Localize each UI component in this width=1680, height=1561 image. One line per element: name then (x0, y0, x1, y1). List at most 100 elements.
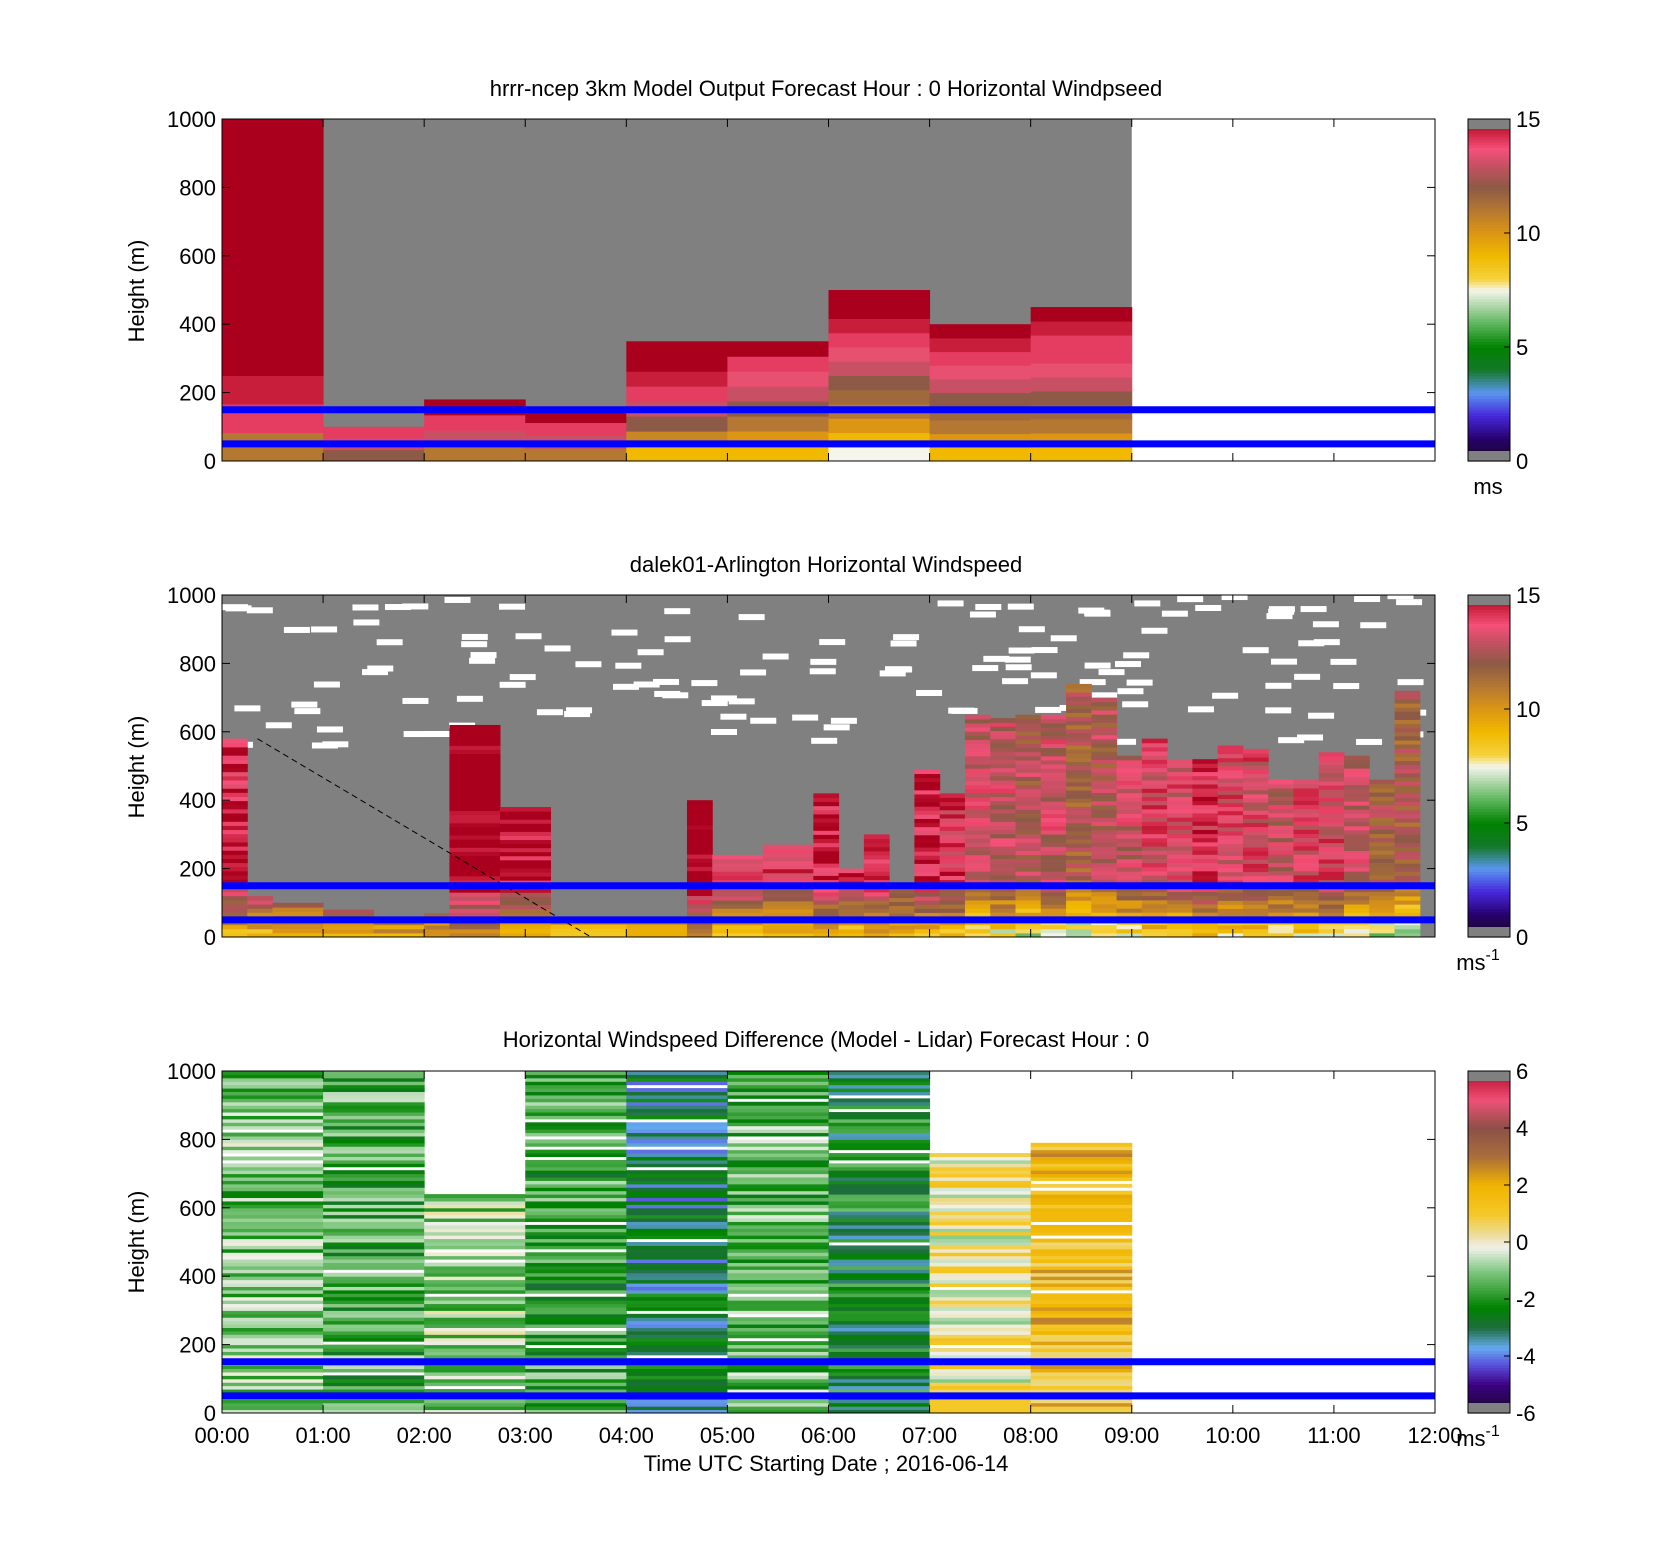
heatmap-cell (525, 1098, 627, 1103)
heatmap-cell (1344, 801, 1370, 806)
heatmap-cell (424, 1269, 526, 1274)
heatmap-cell (929, 1221, 1032, 1226)
colorbar-swatch (1468, 649, 1510, 653)
colorbar-swatch (1468, 1381, 1510, 1386)
heatmap-cell (686, 862, 713, 868)
heatmap-cell (222, 176, 324, 205)
heatmap-cell (1030, 1272, 1133, 1277)
plot-area (221, 118, 1436, 462)
heatmap-cell (1394, 846, 1421, 852)
colorbar-swatch (1468, 338, 1510, 342)
colorbar-swatch (1468, 703, 1510, 707)
heatmap-cell (939, 895, 966, 901)
heatmap-cell (1293, 912, 1320, 917)
heatmap-cell (626, 1224, 728, 1229)
heatmap-cell (1369, 903, 1396, 909)
gap-cell (1212, 692, 1239, 699)
heatmap-cell (1040, 722, 1067, 728)
heatmap-cell (1242, 785, 1269, 791)
heatmap-cell (323, 1180, 425, 1185)
heatmap-cell (1344, 854, 1370, 860)
heatmap-cell (1369, 804, 1396, 810)
heatmap-cell (727, 356, 829, 372)
heatmap-cell (828, 1112, 931, 1116)
heatmap-cell (828, 1276, 931, 1281)
heatmap-cell (1394, 756, 1421, 762)
y-axis-label: Height (m) (124, 1191, 149, 1294)
heatmap-cell (828, 1218, 931, 1222)
heatmap-cell (323, 1303, 425, 1308)
heatmap-cell (1066, 765, 1092, 771)
gap-cell (975, 603, 1002, 610)
heatmap-cell (1293, 783, 1320, 789)
heatmap-cell (1015, 932, 1042, 938)
heatmap-cell (939, 887, 966, 893)
heatmap-cell (929, 1224, 1032, 1229)
heatmap-cell (323, 1129, 425, 1134)
colorbar-swatch (1468, 292, 1510, 297)
heatmap-cell (828, 1115, 931, 1120)
colorbar-swatch (1468, 746, 1510, 750)
heatmap-cell (1030, 1368, 1133, 1373)
x-tick-label: 02:00 (397, 1423, 452, 1448)
heatmap-cell (1318, 928, 1345, 934)
heatmap-cell (929, 1183, 1032, 1188)
heatmap-cell (1242, 793, 1269, 799)
heatmap-cell (1116, 805, 1143, 810)
heatmap-cell (1293, 866, 1320, 872)
heatmap-cell (222, 1375, 324, 1380)
gap-cell (890, 640, 917, 647)
heatmap-cell (1242, 826, 1269, 832)
heatmap-cell (1116, 825, 1143, 831)
colorbar-swatch (1468, 324, 1510, 328)
heatmap-cell (499, 872, 552, 877)
colorbar-swatch (1468, 811, 1510, 816)
gap-cell (1126, 679, 1153, 686)
heatmap-cell (712, 867, 764, 872)
heatmap-cell (323, 1310, 425, 1315)
heatmap-cell (626, 1173, 728, 1178)
heatmap-cell (964, 788, 991, 794)
colorbar-swatch (1468, 441, 1510, 445)
heatmap-cell (712, 908, 764, 913)
gap-cell (1004, 656, 1031, 663)
heatmap-cell (727, 1224, 829, 1229)
heatmap-cell (424, 1204, 526, 1209)
heatmap-cell (1040, 908, 1067, 913)
heatmap-cell (1141, 796, 1168, 802)
colorbar-swatch (1468, 1096, 1510, 1101)
heatmap-cell (626, 1142, 728, 1147)
colorbar-swatch (1468, 290, 1510, 294)
heatmap-cell (727, 1327, 829, 1332)
gap-cell (402, 603, 429, 610)
heatmap-cell (222, 870, 248, 876)
heatmap-cell (964, 768, 991, 773)
heatmap-cell (1217, 818, 1244, 824)
heatmap-cell (1066, 724, 1092, 730)
heatmap-cell (1192, 912, 1219, 917)
heatmap-cell (939, 908, 966, 913)
heatmap-cell (1293, 891, 1320, 897)
gap-cell (225, 605, 252, 612)
heatmap-cell (727, 1344, 829, 1349)
heatmap-cell (828, 304, 931, 319)
y-tick-label: 0 (204, 449, 216, 474)
heatmap-cell (1217, 765, 1244, 771)
heatmap-cell (1394, 859, 1421, 864)
heatmap-cell (1318, 781, 1345, 786)
heatmap-cell (828, 1272, 931, 1277)
heatmap-cell (727, 1125, 829, 1130)
heatmap-cell (964, 899, 991, 905)
heatmap-cell (222, 932, 248, 938)
heatmap-cell (1268, 821, 1294, 826)
heatmap-cell (828, 1320, 931, 1325)
heatmap-cell (525, 1300, 627, 1305)
heatmap-cell (626, 1389, 728, 1393)
heatmap-cell (525, 1375, 627, 1380)
heatmap-cell (1015, 871, 1042, 876)
colorbar-swatch (1468, 247, 1510, 251)
heatmap-cell (222, 1204, 324, 1209)
